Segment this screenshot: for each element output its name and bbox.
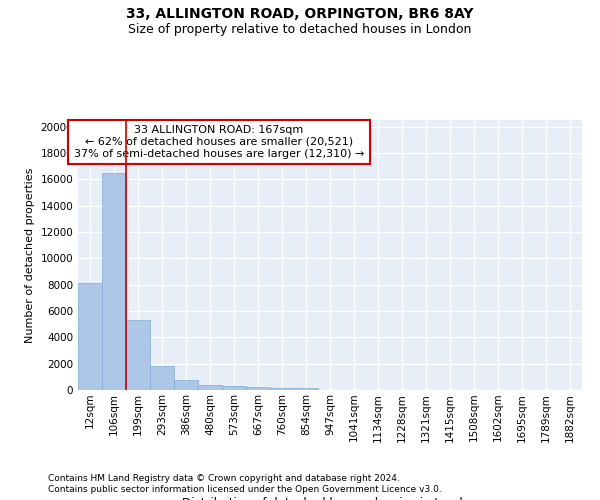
Text: Contains public sector information licensed under the Open Government Licence v3: Contains public sector information licen…: [48, 486, 442, 494]
Text: 33, ALLINGTON ROAD, ORPINGTON, BR6 8AY: 33, ALLINGTON ROAD, ORPINGTON, BR6 8AY: [126, 8, 474, 22]
Bar: [270, 388, 294, 390]
Bar: [198, 386, 222, 390]
Bar: [102, 172, 126, 390]
Bar: [222, 386, 246, 390]
Text: Contains HM Land Registry data © Crown copyright and database right 2024.: Contains HM Land Registry data © Crown c…: [48, 474, 400, 483]
Bar: [174, 380, 198, 390]
Text: 33 ALLINGTON ROAD: 167sqm
← 62% of detached houses are smaller (20,521)
37% of s: 33 ALLINGTON ROAD: 167sqm ← 62% of detac…: [74, 126, 364, 158]
Bar: [78, 284, 102, 390]
Bar: [126, 320, 150, 390]
Bar: [246, 388, 270, 390]
Text: Size of property relative to detached houses in London: Size of property relative to detached ho…: [128, 22, 472, 36]
Bar: [294, 388, 318, 390]
Y-axis label: Number of detached properties: Number of detached properties: [25, 168, 35, 342]
X-axis label: Distribution of detached houses by size in London: Distribution of detached houses by size …: [182, 497, 478, 500]
Bar: [150, 366, 174, 390]
